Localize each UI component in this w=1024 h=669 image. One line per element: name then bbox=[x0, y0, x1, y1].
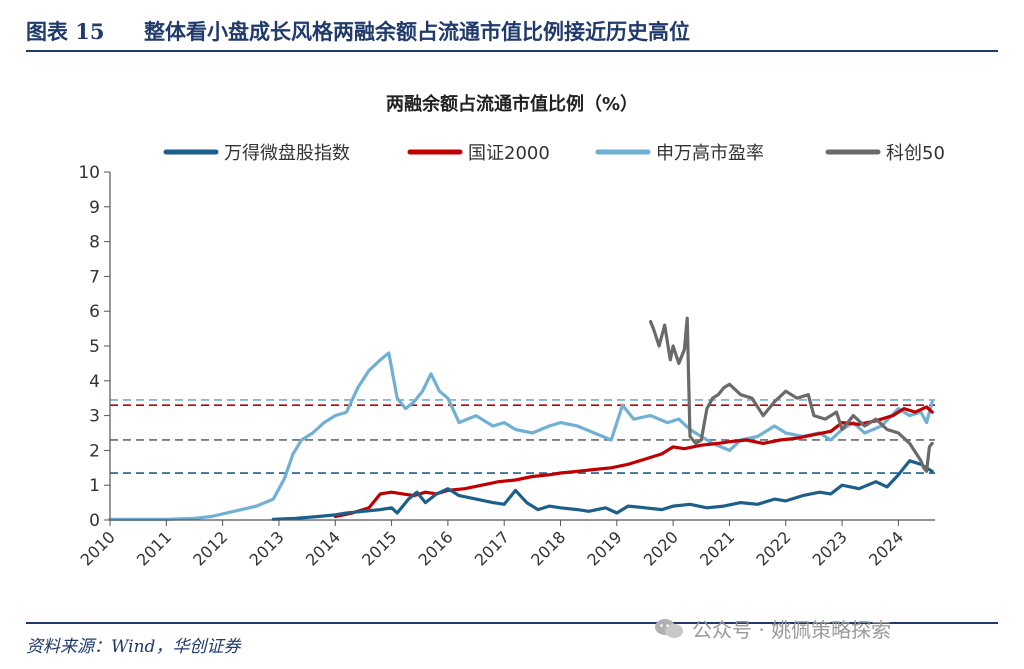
y-tick-label: 1 bbox=[89, 476, 100, 496]
chart-axes: 0 1 2 3 4 5 6 7 8 9 10 2010 2011 2012 2013 2014 2015 2016… bbox=[77, 163, 935, 570]
wechat-icon bbox=[655, 618, 683, 638]
x-tick-label: 2019 bbox=[583, 527, 625, 569]
legend-label: 申万高市盈率 bbox=[656, 143, 764, 164]
x-tick-label: 2022 bbox=[752, 527, 794, 569]
legend-label: 万得微盘股指数 bbox=[224, 143, 350, 164]
line-chart: 两融余额占流通市值比例（%） 万得微盘股指数 国证2000 申万高市盈率 科创50 0… bbox=[77, 93, 945, 570]
chart-legend: 万得微盘股指数 国证2000 申万高市盈率 科创50 bbox=[163, 143, 945, 164]
figure-header: 图表 15 整体看小盘成长风格两融余额占流通市值比例接近历史高位 bbox=[26, 14, 998, 52]
x-tick-label: 2012 bbox=[189, 527, 231, 569]
series-lines bbox=[108, 316, 934, 521]
x-tick-label: 2015 bbox=[358, 527, 400, 569]
y-tick-label: 2 bbox=[89, 441, 100, 461]
figure-title: 整体看小盘成长风格两融余额占流通市值比例接近历史高位 bbox=[144, 19, 690, 44]
legend-item: 国证2000 bbox=[407, 143, 550, 164]
figure-number: 图表 15 bbox=[26, 19, 105, 44]
x-tick-label: 2018 bbox=[527, 527, 569, 569]
y-tick-label: 3 bbox=[89, 407, 100, 427]
y-tick-label: 10 bbox=[78, 163, 100, 183]
y-tick-label: 7 bbox=[89, 267, 100, 287]
legend-item: 申万高市盈率 bbox=[595, 143, 764, 164]
source-note: 资料来源：Wind，华创证券 bbox=[26, 637, 241, 657]
series-line bbox=[271, 459, 934, 521]
figure-footer: 资料来源：Wind，华创证券 bbox=[26, 622, 998, 657]
x-tick-label: 2024 bbox=[865, 527, 907, 569]
y-tick-label: 6 bbox=[89, 302, 100, 322]
x-tick-label: 2014 bbox=[302, 527, 344, 569]
x-tick-label: 2016 bbox=[414, 527, 456, 569]
x-tick-label: 2021 bbox=[696, 527, 738, 569]
x-tick-label: 2023 bbox=[809, 527, 851, 569]
series-line bbox=[333, 405, 934, 519]
y-tick-label: 9 bbox=[89, 198, 100, 218]
chart-title: 两融余额占流通市值比例（%） bbox=[386, 93, 638, 115]
chart-container: 两融余额占流通市值比例（%） 万得微盘股指数 国证2000 申万高市盈率 科创50 0… bbox=[0, 60, 1024, 620]
x-tick-label: 2020 bbox=[640, 527, 682, 569]
x-tick-label: 2013 bbox=[246, 527, 288, 569]
y-tick-label: 5 bbox=[89, 337, 100, 357]
x-tick-label: 2010 bbox=[77, 527, 119, 569]
legend-label: 国证2000 bbox=[468, 143, 550, 164]
watermark-text: 公众号 · 姚佩策略探索 bbox=[692, 618, 892, 642]
x-tick-label: 2011 bbox=[133, 527, 175, 569]
y-tick-label: 4 bbox=[89, 372, 100, 392]
x-tick-label: 2017 bbox=[471, 527, 513, 569]
legend-item: 科创50 bbox=[825, 143, 945, 164]
legend-item: 万得微盘股指数 bbox=[163, 143, 350, 164]
y-tick-label: 8 bbox=[89, 233, 100, 253]
legend-label: 科创50 bbox=[886, 143, 945, 164]
y-tick-label: 0 bbox=[89, 511, 100, 531]
watermark: 公众号 · 姚佩策略探索 bbox=[654, 614, 891, 643]
reference-lines bbox=[110, 399, 935, 474]
series-line bbox=[648, 316, 934, 473]
